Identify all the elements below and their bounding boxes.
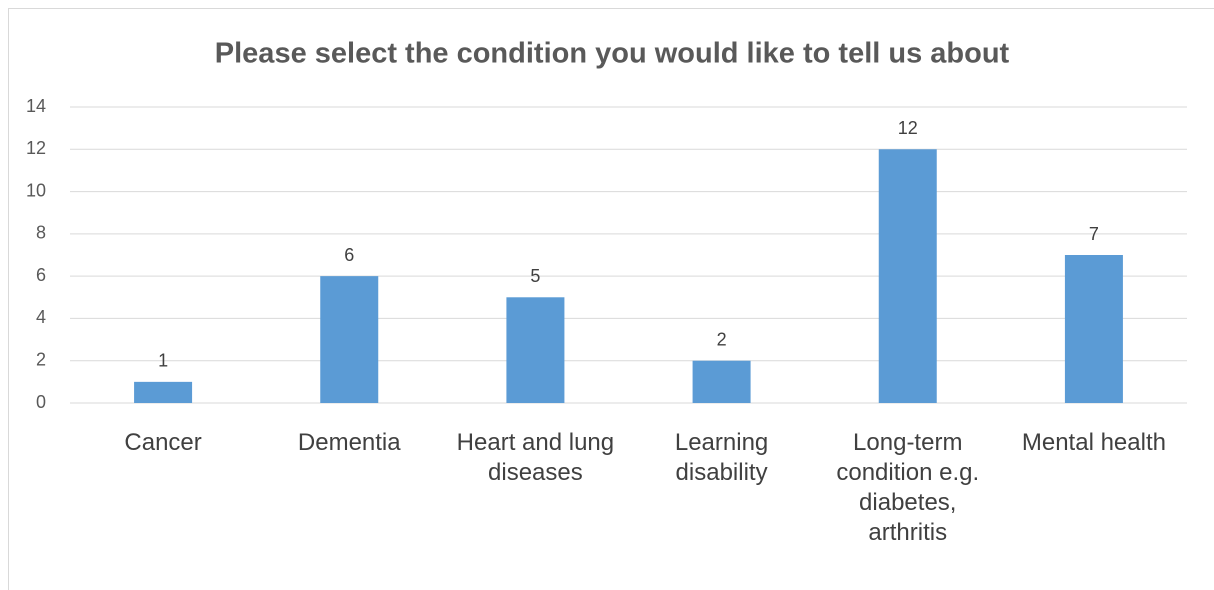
bar [1064, 255, 1123, 403]
data-label: 1 [158, 351, 168, 371]
chart-border [8, 8, 1214, 590]
x-tick-label: Dementia [297, 429, 401, 456]
y-tick-label: 8 [36, 223, 46, 243]
data-label: 6 [344, 245, 354, 265]
bar [692, 360, 751, 403]
x-tick-label: Learning disability [674, 429, 769, 486]
x-tick-label: Mental health [1021, 429, 1166, 456]
bar [878, 149, 937, 403]
data-label: 5 [530, 266, 540, 286]
x-tick-label: Heart and lung diseases [456, 429, 615, 486]
data-label: 12 [898, 118, 918, 138]
bar [320, 276, 379, 403]
y-tick-label: 14 [26, 96, 46, 116]
y-tick-label: 2 [36, 349, 46, 369]
data-label: 7 [1089, 224, 1099, 244]
bar [134, 381, 193, 403]
y-tick-label: 0 [36, 392, 46, 412]
bar [506, 297, 565, 403]
chart-title: Please select the condition you would li… [215, 38, 1010, 70]
y-tick-label: 12 [26, 138, 46, 158]
x-tick-label: Long-term condition e.g. diabetes, arthr… [836, 429, 980, 546]
data-label: 2 [717, 329, 727, 349]
x-tick-label: Cancer [124, 429, 202, 456]
y-tick-label: 10 [26, 180, 46, 200]
y-tick-label: 6 [36, 265, 46, 285]
y-tick-label: 4 [36, 307, 46, 327]
